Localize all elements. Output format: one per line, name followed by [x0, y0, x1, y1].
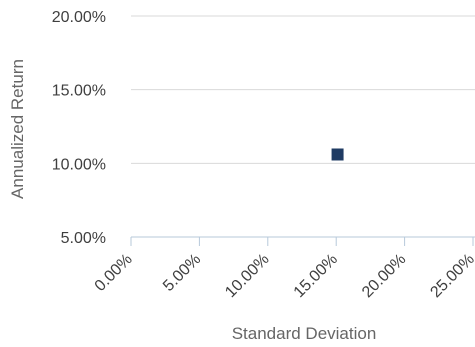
x-tick-label: 5.00%	[160, 251, 204, 295]
y-tick-label: 15.00%	[52, 83, 106, 100]
x-tick-label: 25.00%	[427, 251, 475, 301]
x-axis-title: Standard Deviation	[232, 324, 377, 343]
data-point-square	[331, 148, 344, 161]
y-tick-label: 5.00%	[61, 230, 106, 247]
y-axis-title: Annualized Return	[8, 59, 27, 199]
y-ticks-layer: 5.00% 10.00% 15.00% 20.00%	[52, 9, 106, 247]
x-tick-label: 10.00%	[222, 251, 272, 301]
x-tick-label: 15.00%	[291, 251, 341, 301]
y-tick-label: 10.00%	[52, 156, 106, 173]
points-layer	[331, 148, 344, 161]
grid-layer	[131, 15, 475, 164]
y-tick-label: 20.00%	[52, 9, 106, 26]
x-ticks-layer: 0.00% 5.00% 10.00% 15.00% 20.00% 25.00%	[92, 237, 475, 301]
x-tick-label: 20.00%	[359, 251, 409, 301]
x-tick-label: 0.00%	[92, 251, 136, 295]
